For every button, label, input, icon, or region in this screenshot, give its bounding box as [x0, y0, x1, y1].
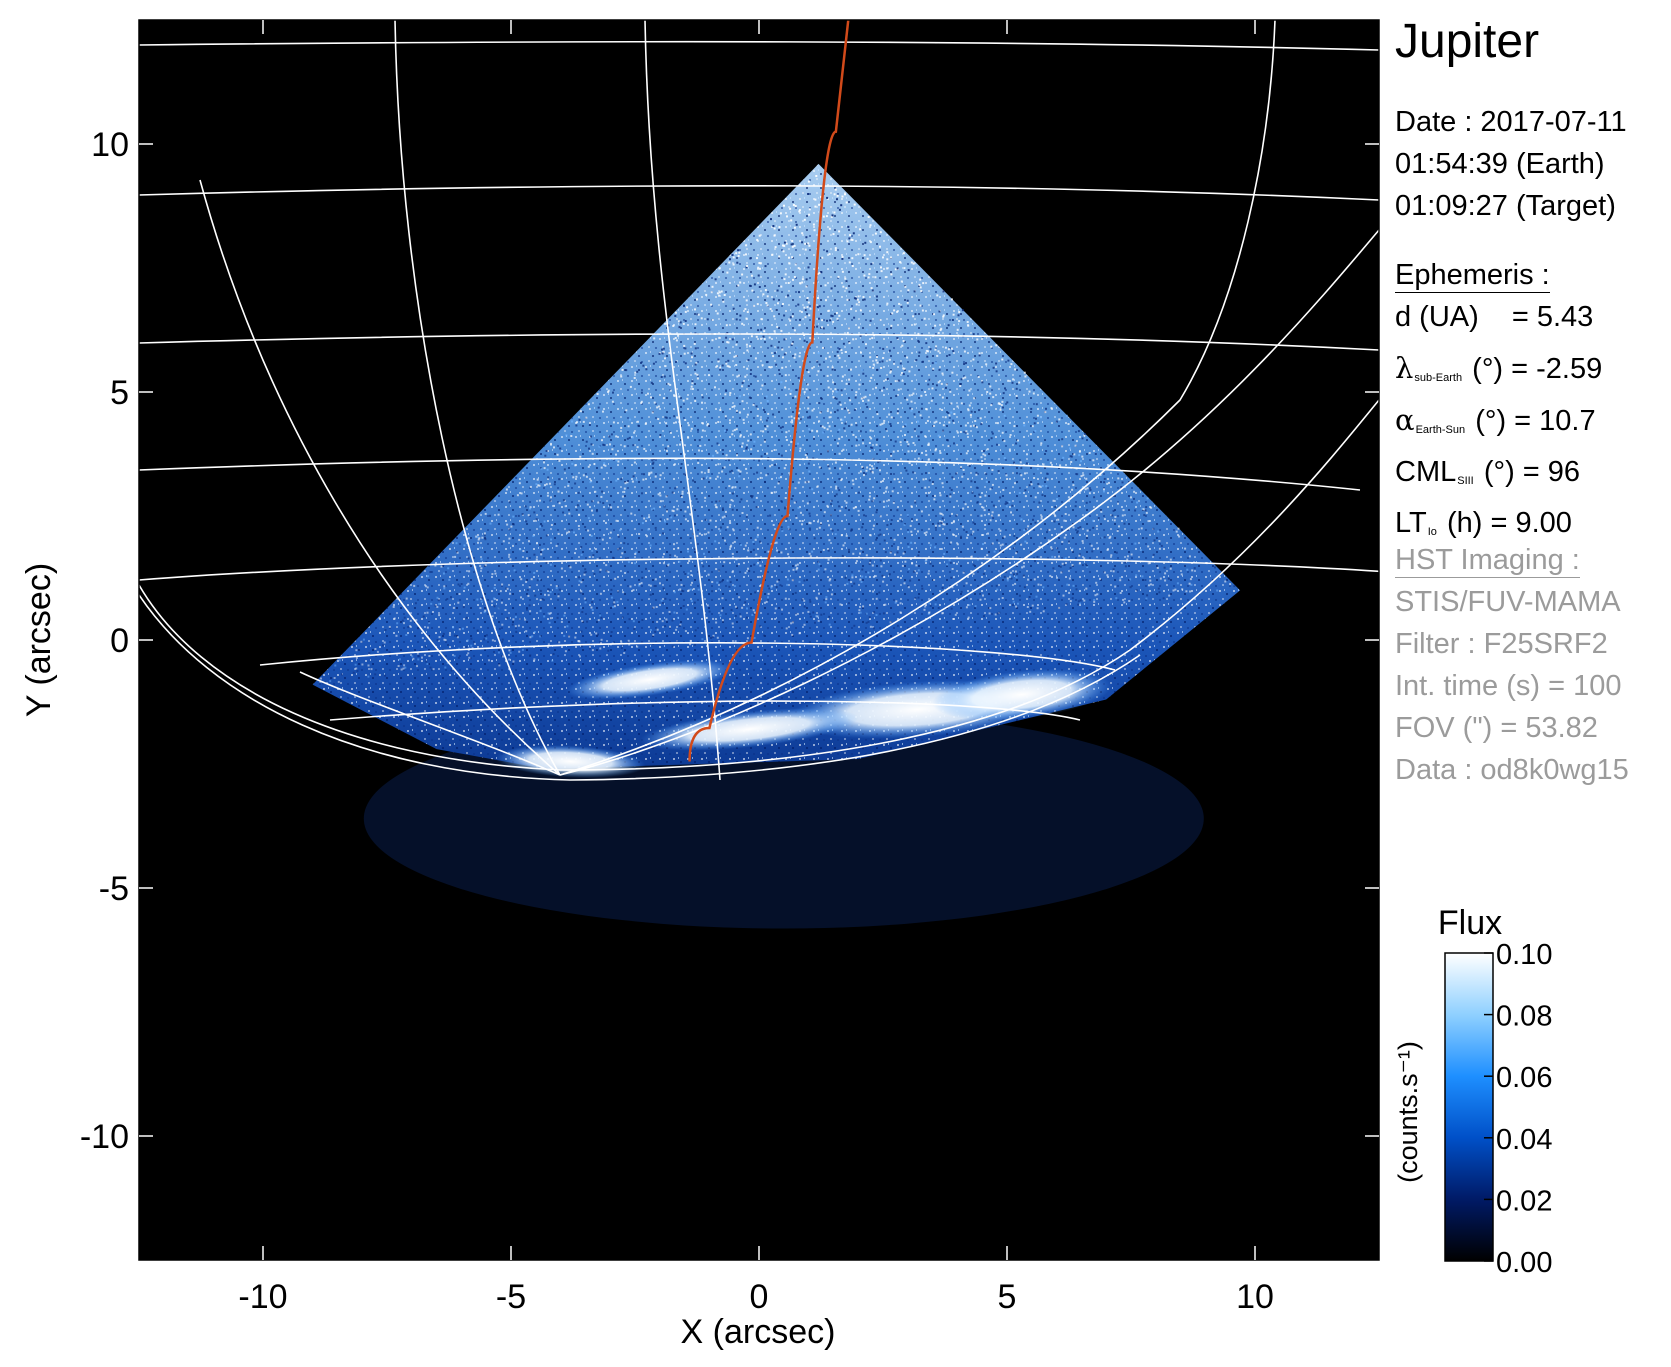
ephemeris-row: d (UA) = 5.43	[1395, 296, 1602, 347]
auroral-feature	[565, 659, 735, 700]
x-tick-label: -5	[496, 1278, 526, 1316]
ephem-symbol: λ	[1395, 351, 1414, 385]
ephem-value: (°) = -2.59	[1472, 353, 1603, 385]
ephemeris-row: αEarth-Sun (°) = 10.7	[1395, 399, 1602, 451]
emission-speckle	[319, 175, 1236, 685]
planet-title: Jupiter	[1395, 15, 1540, 68]
y-axis-label: Y (arcsec)	[20, 563, 58, 717]
imaging-filter: Filter : F25SRF2	[1395, 628, 1608, 660]
colorbar-tick-label: 0.04	[1496, 1124, 1552, 1156]
ephem-symbol: CML	[1395, 456, 1457, 488]
colorbar-tick-label: 0.10	[1496, 939, 1552, 971]
colorbar-tick-label: 0.06	[1496, 1062, 1552, 1094]
longitude-line	[559, 229, 1379, 776]
colorbar-tick-label: 0.02	[1496, 1185, 1552, 1217]
y-tick-label: 10	[91, 126, 129, 164]
ephem-value: (h) = 9.00	[1446, 507, 1572, 539]
observation-target-time: 01:09:27 (Target)	[1395, 190, 1616, 222]
ephemeris-row: λsub-Earth (°) = -2.59	[1395, 347, 1602, 399]
emission-noise	[312, 163, 1241, 769]
auroral-image	[312, 163, 1241, 929]
longitude-line	[139, 594, 1141, 781]
longitude-line	[644, 20, 721, 781]
x-tick-label: -10	[238, 1278, 287, 1316]
auroral-feature	[639, 708, 859, 751]
ephem-symbol: LT	[1395, 507, 1427, 539]
colorbar-title: Flux	[1438, 904, 1502, 942]
ephem-symbol: d (UA)	[1395, 301, 1479, 333]
colorbar-tick-label: 0.08	[1496, 1001, 1552, 1033]
io-footpath	[688, 20, 850, 762]
y-tick-label: -5	[99, 870, 129, 908]
ephem-subscript: Io	[1427, 526, 1437, 538]
io-footpath-curve	[688, 20, 850, 762]
lat-lon-grid	[139, 20, 1379, 781]
latitude-line	[139, 557, 1379, 581]
ephem-value: = 5.43	[1511, 301, 1594, 333]
colorbar-unit-label: (counts.s⁻¹)	[1393, 1041, 1423, 1183]
longitude-line	[299, 671, 561, 776]
ephemeris-row: LTIo (h) = 9.00	[1395, 502, 1602, 553]
x-tick-label: 10	[1236, 1278, 1274, 1316]
colorbar-scale	[1444, 952, 1494, 1262]
imaging-block: HST Imaging : STIS/FUV-MAMA Filter : F25…	[1395, 539, 1629, 791]
y-tick-label: -10	[80, 1118, 129, 1156]
colorbar-tick-label: 0.00	[1496, 1247, 1552, 1279]
latitude-line	[259, 642, 1116, 671]
latitude-line	[139, 457, 1361, 491]
ephem-subscript: SIII	[1457, 475, 1474, 487]
ephem-symbol: α	[1395, 403, 1415, 437]
ephem-value: (°) = 10.7	[1475, 405, 1596, 437]
y-tick-label: 0	[110, 622, 129, 660]
observation-date: Date : 2017-07-11	[1395, 106, 1627, 138]
longitude-line	[394, 20, 561, 776]
ephemeris-row: CMLSIII (°) = 96	[1395, 451, 1602, 502]
x-tick-label: 5	[998, 1278, 1017, 1316]
x-tick-label: 0	[750, 1278, 769, 1316]
x-axis-label: X (arcsec)	[681, 1313, 836, 1351]
latitude-line	[139, 40, 1379, 51]
ephem-subscript: sub-Earth	[1414, 372, 1463, 384]
colorbar: 0.10 0.08 0.06 0.04 0.02 0.00 Flux (counts.s⁻…	[1393, 904, 1552, 1279]
ephem-value: (°) = 96	[1483, 456, 1581, 488]
latitude-line	[329, 700, 1081, 721]
imaging-data-id: Data : od8k0wg15	[1395, 754, 1629, 786]
imaging-instrument: STIS/FUV-MAMA	[1395, 586, 1621, 618]
ephem-subscript: Earth-Sun	[1415, 424, 1466, 436]
imaging-fov: FOV (") = 53.82	[1395, 712, 1598, 744]
longitude-line	[559, 20, 1276, 776]
longitude-line	[199, 179, 561, 776]
ephemeris-block: Ephemeris : d (UA) = 5.43 λsub-Earth (°)…	[1395, 254, 1602, 553]
axes: -10 -5 0 5 10 -10 -5 0 5 10	[80, 20, 1379, 1316]
y-tick-label: 5	[110, 374, 129, 412]
imaging-heading: HST Imaging :	[1395, 544, 1580, 578]
observation-block: Date : 2017-07-11 01:54:39 (Earth) 01:09…	[1395, 101, 1627, 227]
longitude-line	[139, 399, 1379, 771]
imaging-int-time: Int. time (s) = 100	[1395, 670, 1622, 702]
ephemeris-heading: Ephemeris :	[1395, 259, 1550, 293]
observation-earth-time: 01:54:39 (Earth)	[1395, 148, 1605, 180]
latitude-line	[139, 185, 1379, 201]
